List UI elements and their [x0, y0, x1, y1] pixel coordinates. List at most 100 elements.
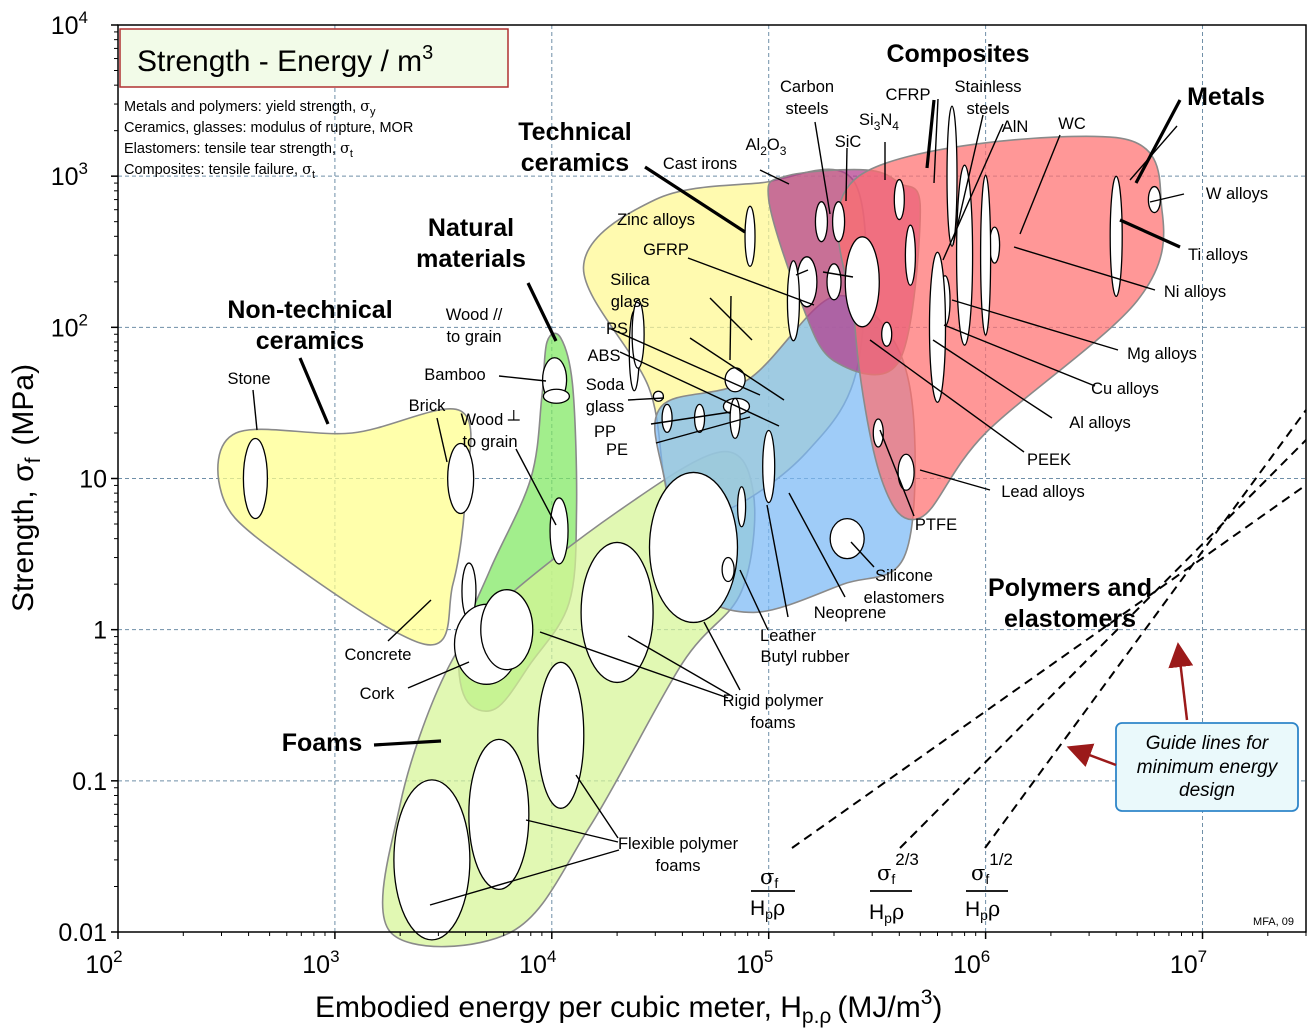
family-envelope-0	[217, 408, 472, 646]
material-label-16: Carbon steels	[780, 78, 834, 118]
svg-text:design: design	[1179, 780, 1235, 801]
y-tick-label-3: 10	[79, 466, 107, 494]
leader-line-1	[252, 389, 258, 431]
material-metals-steel	[1109, 175, 1123, 297]
material-label-18: CFRP	[886, 86, 931, 104]
leader-line-6	[498, 375, 547, 382]
material-bamboo	[542, 388, 571, 404]
family-envelope-6	[836, 135, 1165, 521]
material-al2o3	[786, 260, 801, 342]
material-silicone-elastomers	[829, 518, 865, 560]
material-label-9: GFRP	[643, 241, 689, 259]
material-rigid-polymer-foams	[480, 589, 534, 671]
guide-formula-2: σf2/3 Hpρ	[869, 850, 919, 926]
material-soda-glass	[652, 390, 665, 402]
material-si3n4	[826, 263, 842, 301]
leader-line-41	[575, 774, 619, 839]
leader-line-18	[814, 121, 831, 215]
svg-text:Hpρ: Hpρ	[965, 897, 1000, 923]
leader-line-42	[525, 819, 619, 843]
family-label-3: Composites	[886, 40, 1029, 68]
material-label-23: Ti alloys	[1188, 246, 1248, 264]
material-lead-alloys	[897, 453, 915, 491]
material-stone	[242, 437, 269, 520]
material-cfrp	[844, 236, 880, 328]
material-label-25: Mg alloys	[1127, 345, 1197, 363]
family-label-1: Natural materials	[416, 214, 526, 273]
y-tick-label-1: 0.1	[72, 768, 107, 796]
leader-line-44	[373, 739, 442, 747]
note-0: Metals and polymers: yield strength, σy	[124, 99, 376, 118]
leader-line-31	[869, 339, 1025, 453]
material-label-24: Ni alloys	[1164, 283, 1226, 301]
y-tick-label-6: 104	[51, 8, 88, 40]
leader-line-21	[933, 98, 939, 184]
leader-line-38	[539, 631, 729, 699]
leader-line-2	[436, 417, 448, 463]
material-flexible-polymer-foams	[468, 738, 530, 891]
leader-line-23	[1019, 134, 1061, 235]
leader-line-10	[689, 337, 785, 401]
svg-text:Hpρ: Hpρ	[750, 896, 785, 922]
material-label-34: Butyl rubber	[761, 648, 850, 666]
notes: Metals and polymers: yield strength, σy …	[124, 99, 413, 181]
leader-line-14	[619, 351, 780, 427]
material-label-22: W alloys	[1206, 185, 1268, 203]
material-neoprene	[762, 429, 776, 504]
guide-formula-1: σf Hpρ	[750, 865, 795, 922]
leader-line-32	[919, 469, 991, 491]
svg-text:σf: σf	[760, 865, 778, 891]
svg-text:minimum energy: minimum energy	[1137, 757, 1279, 778]
material-label-29: Lead alloys	[1001, 483, 1084, 501]
guide-lines	[791, 409, 1307, 849]
title-box: Strength - Energy / m3	[119, 28, 509, 88]
material-cu-alloys	[928, 251, 947, 403]
material-label-13: Soda glass	[586, 376, 625, 416]
material-ellipses	[242, 105, 1162, 941]
x-tick-label-0: 102	[85, 947, 122, 979]
leader-line-17	[655, 416, 751, 444]
material-label-3: Cork	[360, 685, 396, 703]
leader-line-27	[1013, 246, 1156, 291]
svg-text:Guide lines for: Guide lines for	[1146, 733, 1269, 754]
material-pmma	[631, 299, 645, 369]
leader-line-39	[627, 635, 731, 696]
material-label-30: PTFE	[915, 516, 957, 534]
label-leaders	[252, 98, 1185, 906]
leader-line-7	[515, 448, 557, 526]
material-label-27: Al alloys	[1069, 414, 1130, 432]
leader-line-19	[845, 147, 848, 202]
material-zinc-alloys	[729, 397, 741, 439]
material-ni-alloys	[979, 174, 992, 336]
leader-line-34	[850, 541, 875, 568]
material-label-5: Bamboo	[424, 366, 485, 384]
y-tick-label-5: 103	[51, 159, 88, 191]
leader-line-0	[298, 357, 330, 425]
material-label-33: Leather	[760, 627, 816, 645]
material-label-20: AlN	[1002, 118, 1029, 136]
leader-line-48	[1134, 99, 1182, 184]
guide-line-2	[984, 409, 1307, 849]
leader-line-35	[788, 492, 846, 598]
material-aln	[904, 224, 917, 286]
material-label-6: Wood ┴ to grain	[460, 409, 519, 451]
leader-line-50	[942, 123, 1004, 261]
material-flexible-polymer-foams	[537, 661, 585, 809]
material-label-al2o3: Al2O3	[746, 136, 787, 158]
family-label-5: Polymers and elastomers	[988, 574, 1152, 633]
material-pe	[693, 403, 706, 433]
material-label-32: Neoprene	[814, 604, 886, 622]
material-label-12: ABS	[587, 347, 620, 365]
material-peek	[881, 321, 893, 347]
svg-text:σf2/3: σf2/3	[877, 850, 919, 887]
material-labels: Non-technical ceramics Natural materials Tec…	[227, 40, 1268, 875]
material-label-28: PEEK	[1027, 451, 1071, 469]
leader-line-15	[627, 397, 665, 401]
leader-line-25	[1149, 193, 1185, 203]
material-ti-alloys	[946, 105, 958, 247]
material-label-0: Stone	[227, 370, 270, 388]
leader-line-11	[687, 257, 815, 306]
material-ptfe	[872, 418, 884, 448]
leader-line-46	[795, 269, 809, 276]
